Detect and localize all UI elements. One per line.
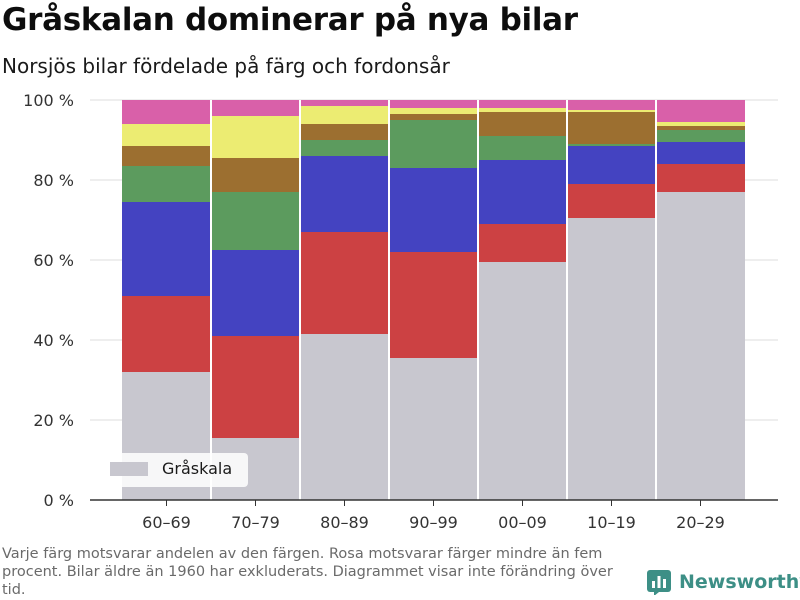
brand[interactable]: Newsworthy xyxy=(646,569,800,595)
legend-swatch xyxy=(110,462,148,476)
bar-segment xyxy=(300,140,389,156)
bars xyxy=(122,100,745,500)
bar-segment xyxy=(300,124,389,140)
legend: Gråskala xyxy=(101,453,248,487)
chart-subtitle: Norsjös bilar fördelade på färg och ford… xyxy=(2,54,450,78)
bar-segment xyxy=(300,334,389,500)
bar-segment xyxy=(122,100,211,124)
x-tick-label: 00–09 xyxy=(498,513,547,532)
bar-segment xyxy=(300,100,389,106)
legend-box xyxy=(101,453,248,487)
chart-title: Gråskalan dominerar på nya bilar xyxy=(2,2,578,38)
bar-segment xyxy=(567,184,656,218)
x-tick-label: 90–99 xyxy=(409,513,458,532)
bar-segment xyxy=(122,146,211,166)
y-tick-label: 20 % xyxy=(33,411,74,430)
bar-segment xyxy=(389,358,478,500)
x-tick-label: 80–89 xyxy=(320,513,369,532)
bar-segment xyxy=(300,156,389,232)
bar-segment xyxy=(211,336,300,438)
bar-segment xyxy=(478,108,567,112)
bar-segment xyxy=(211,116,300,158)
bar-segment xyxy=(567,112,656,144)
bar-segment xyxy=(211,100,300,116)
legend-label: Gråskala xyxy=(162,459,232,478)
stacked-bar-chart: 0 % 20 % 40 % 60 % 80 % 100 % 60–69 70–79 80–89 9… xyxy=(23,91,778,532)
y-tick-label: 40 % xyxy=(33,331,74,350)
bar-segment xyxy=(567,144,656,146)
bar-chart-logo-icon xyxy=(647,570,671,595)
bar-segment xyxy=(656,192,745,500)
bar-segment xyxy=(656,130,745,142)
bar-segment xyxy=(389,108,478,114)
x-tick-label: 10–19 xyxy=(587,513,636,532)
axes: 0 % 20 % 40 % 60 % 80 % 100 % 60–69 70–79 80–89 9… xyxy=(23,91,778,532)
bar-segment xyxy=(122,124,211,146)
bar-segment xyxy=(478,262,567,500)
bar-segment xyxy=(211,250,300,336)
bar-segment xyxy=(478,112,567,136)
y-tick-label: 100 % xyxy=(23,91,74,110)
bar-segment xyxy=(389,114,478,120)
bar-segment xyxy=(389,100,478,108)
bar-segment xyxy=(478,100,567,108)
bar-segment xyxy=(567,218,656,500)
bar-segment xyxy=(567,100,656,110)
bar-segment xyxy=(300,232,389,334)
bar-segment xyxy=(656,100,745,122)
x-tick-label: 60–69 xyxy=(142,513,191,532)
x-tick-label: 20–29 xyxy=(676,513,725,532)
brand-name: Newsworthy xyxy=(679,571,800,593)
bar-segment xyxy=(567,146,656,184)
y-tick-label: 0 % xyxy=(44,491,74,510)
footnote: Varje färg motsvarar andelen av den färg… xyxy=(2,546,613,598)
bar-segment xyxy=(656,142,745,164)
bar-segment xyxy=(656,126,745,130)
bar-segment xyxy=(122,202,211,296)
bar-segment xyxy=(478,136,567,160)
bar-segment xyxy=(656,164,745,192)
bar-segment xyxy=(211,158,300,192)
bar-segment xyxy=(478,160,567,224)
bar-segment xyxy=(389,168,478,252)
x-tick-label: 70–79 xyxy=(231,513,280,532)
bar-segment xyxy=(300,106,389,124)
bar-segment xyxy=(211,192,300,250)
bar-segment xyxy=(567,110,656,112)
bar-segment xyxy=(389,252,478,358)
y-tick-label: 80 % xyxy=(33,171,74,190)
bar-segment xyxy=(122,166,211,202)
bar-segment xyxy=(389,120,478,168)
bar-segment xyxy=(122,296,211,372)
bar-segment xyxy=(478,224,567,262)
y-tick-label: 60 % xyxy=(33,251,74,270)
bar-segment xyxy=(656,122,745,126)
